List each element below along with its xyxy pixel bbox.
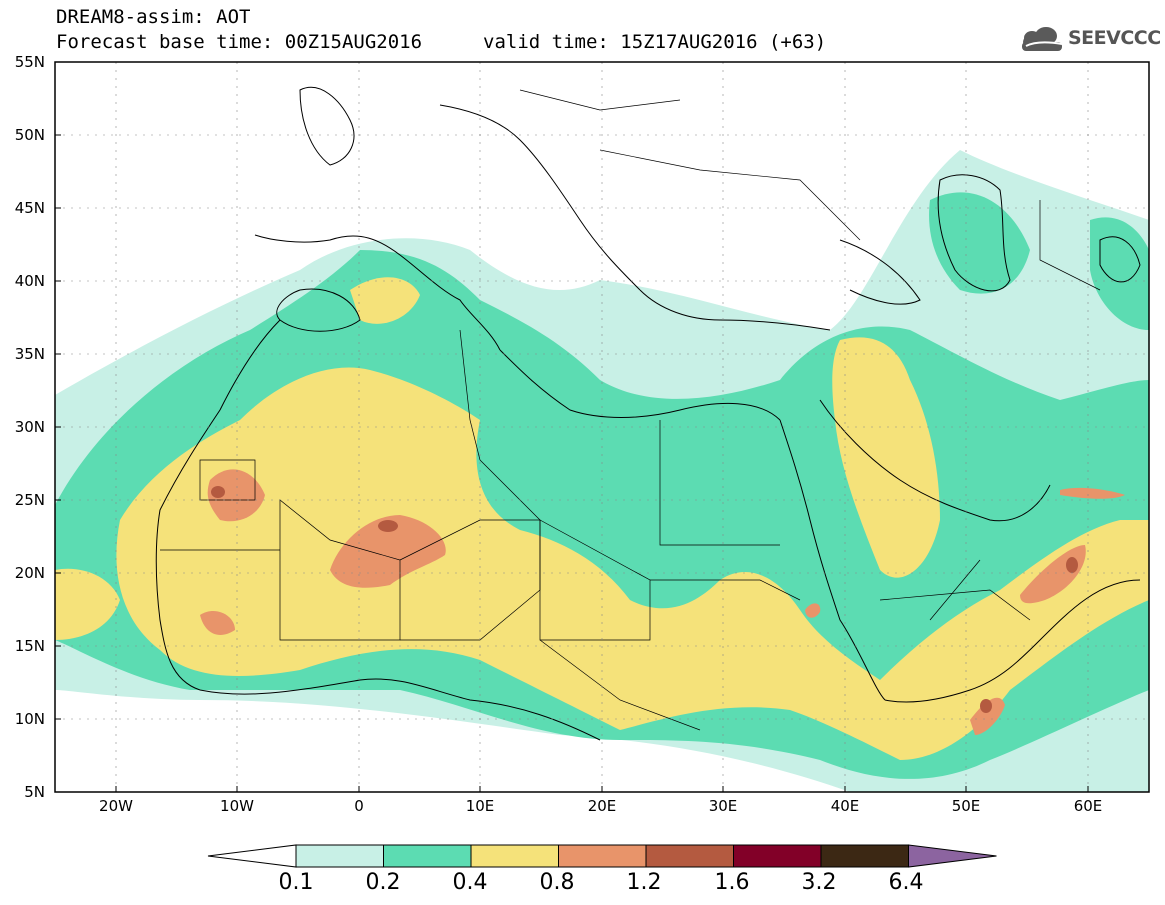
legend-level-label: 3.2: [801, 870, 837, 895]
lon-label: 50E: [951, 797, 981, 815]
cloud-icon: [1022, 27, 1063, 51]
legend-level-label: 0.2: [365, 870, 401, 895]
lat-label: 15N: [14, 637, 45, 655]
lon-label: 30E: [708, 797, 738, 815]
tick-marks: [55, 134, 1089, 792]
forecast-base-time: Forecast base time: 00Z15AUG2016: [56, 31, 423, 53]
map-title: DREAM8-assim: AOT: [56, 6, 251, 28]
legend-level-label: 1.6: [714, 870, 750, 895]
lat-label: 10N: [14, 710, 45, 728]
lat-label: 55N: [14, 53, 45, 71]
logo-text: SEEVCCC: [1068, 27, 1161, 49]
lat-label: 45N: [14, 199, 45, 217]
legend-level-label: 0.8: [539, 870, 575, 895]
lon-label: 0: [354, 797, 364, 815]
aot-contour-1.2: [211, 486, 1078, 713]
lat-label: 5N: [24, 783, 45, 801]
lat-label: 30N: [14, 418, 45, 436]
valid-time: valid time: 15Z17AUG2016 (+63): [483, 31, 827, 53]
lon-label: 60E: [1073, 797, 1103, 815]
lat-label: 50N: [14, 126, 45, 144]
coastlines: [155, 86, 1141, 741]
lat-label: 40N: [14, 272, 45, 290]
lat-label: 25N: [14, 491, 45, 509]
legend-level-label: 0.4: [452, 870, 488, 895]
graticule: [55, 62, 1149, 792]
map-frame: [54, 61, 1150, 793]
country-borders: [160, 89, 1101, 731]
aot-contour-0.4: [55, 277, 1149, 760]
lon-label: 10E: [465, 797, 495, 815]
lat-label: 35N: [14, 345, 45, 363]
legend-level-label: 0.1: [278, 870, 314, 895]
lon-label: 20W: [99, 797, 133, 815]
lat-label: 20N: [14, 564, 45, 582]
lon-label: 10W: [220, 797, 254, 815]
lon-label: 40E: [830, 797, 860, 815]
lon-label: 20E: [587, 797, 617, 815]
legend-level-label: 1.2: [626, 870, 662, 895]
legend-level-label: 6.4: [888, 870, 924, 895]
